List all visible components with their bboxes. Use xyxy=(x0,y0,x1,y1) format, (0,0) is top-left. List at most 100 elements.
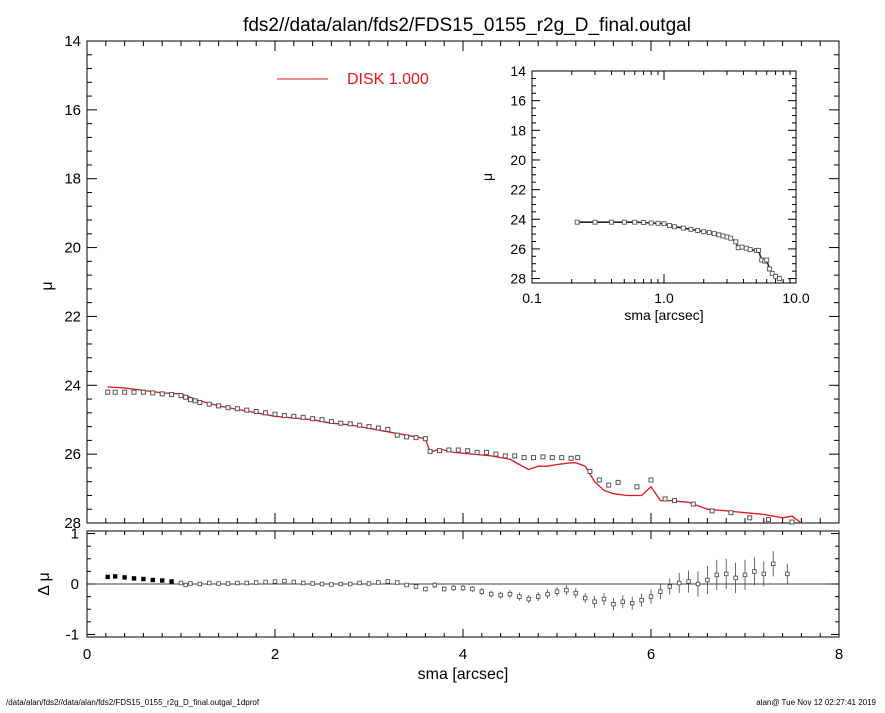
residual-point xyxy=(366,581,372,586)
inset-data-point xyxy=(695,228,701,233)
inset-x-tick-labels: 0.1 1.0 10.0 xyxy=(522,290,810,306)
data-point xyxy=(375,425,381,431)
legend-label: DISK 1.000 xyxy=(347,71,429,88)
plot-title: fds2//data/alan/fds2/FDS15_0155_r2g_D_fi… xyxy=(243,15,691,36)
residual-point xyxy=(761,571,766,577)
inset-data-point xyxy=(720,233,726,239)
data-point xyxy=(446,447,452,453)
y-tick-label: 28 xyxy=(64,515,81,532)
residual-point xyxy=(573,590,578,596)
residual-point xyxy=(272,579,278,584)
residual-point xyxy=(178,580,184,586)
residual-point xyxy=(150,577,155,583)
residual-point xyxy=(705,577,710,583)
residual-ticks xyxy=(86,531,840,637)
inset-y-tick-label: 26 xyxy=(510,241,526,257)
data-point xyxy=(281,413,287,419)
residual-point xyxy=(423,586,428,592)
inset-data-point xyxy=(592,219,598,225)
data-point xyxy=(648,477,654,483)
y-tick-label: 24 xyxy=(64,377,81,394)
inset-data-point xyxy=(769,270,775,276)
residual-point xyxy=(300,580,306,586)
data-point xyxy=(662,496,668,502)
inset-data-point xyxy=(672,224,677,230)
data-point xyxy=(192,398,198,404)
residual-point xyxy=(169,579,174,584)
data-point xyxy=(140,389,146,395)
data-point xyxy=(310,416,316,422)
residual-x-tick-labels: 0 2 4 6 8 xyxy=(83,646,843,663)
data-point xyxy=(568,455,574,461)
inset-data-point xyxy=(756,247,761,253)
residual-point xyxy=(601,596,607,602)
data-point xyxy=(234,406,240,412)
residual-point xyxy=(310,581,315,586)
residual-point xyxy=(724,571,729,577)
residual-point xyxy=(620,599,625,604)
residual-point xyxy=(554,589,560,594)
data-point xyxy=(300,414,306,420)
data-point xyxy=(131,389,137,395)
data-point xyxy=(206,401,212,407)
data-point xyxy=(455,447,461,453)
model-line xyxy=(107,386,802,524)
data-point xyxy=(540,454,546,460)
data-point xyxy=(319,417,325,423)
data-point xyxy=(502,453,508,459)
residual-point xyxy=(479,589,484,594)
residual-point xyxy=(329,582,334,587)
residual-point xyxy=(338,581,343,587)
data-point xyxy=(105,389,111,395)
legend: DISK 1.000 xyxy=(277,71,429,88)
inset-y-tick-labels: 14 16 18 20 22 24 26 28 xyxy=(510,63,526,287)
y-tick-label: 16 xyxy=(64,102,81,119)
inset-data-point xyxy=(706,230,712,236)
residual-point xyxy=(183,582,188,588)
y-tick-label: 20 xyxy=(64,240,81,257)
y-tick-label: 14 xyxy=(64,33,81,50)
residual-point xyxy=(742,572,748,578)
residual-point xyxy=(282,578,287,584)
residual-point xyxy=(611,602,616,607)
data-point xyxy=(197,400,203,405)
inset-data-point xyxy=(661,221,667,227)
inset-data-point xyxy=(701,229,707,235)
data-point xyxy=(385,426,391,432)
inset-y-tick-label: 24 xyxy=(510,211,526,227)
residual-point xyxy=(376,580,381,585)
residual-y-tick-labels: -1 0 1 xyxy=(66,526,79,644)
residual-series xyxy=(105,551,790,611)
inset-data-point xyxy=(680,225,686,231)
inset-x-axis-label: sma [arcsec] xyxy=(624,307,703,323)
data-point xyxy=(413,435,419,441)
residual-point xyxy=(488,591,494,597)
residual-point xyxy=(291,579,296,585)
data-point xyxy=(150,390,156,396)
residual-point xyxy=(658,589,663,594)
residual-point xyxy=(470,586,475,592)
residual-point xyxy=(507,591,513,597)
inset-x-tick-label: 10.0 xyxy=(782,290,809,306)
residual-point xyxy=(216,581,221,586)
residual-point xyxy=(583,595,588,601)
residual-point xyxy=(536,594,541,599)
residual-point xyxy=(394,580,400,585)
data-point xyxy=(766,517,771,523)
residual-point xyxy=(225,581,231,586)
inset-data-point xyxy=(641,220,647,225)
residual-point xyxy=(357,580,362,586)
data-point xyxy=(216,403,222,409)
inset-data-point xyxy=(667,223,672,228)
residual-point xyxy=(460,585,466,591)
residual-point xyxy=(122,575,127,580)
inset-y-tick-label: 18 xyxy=(510,122,526,138)
residual-point xyxy=(695,581,701,587)
residual-point xyxy=(498,592,503,598)
data-point xyxy=(634,484,640,490)
data-point xyxy=(596,477,602,483)
data-point xyxy=(615,479,621,485)
data-point xyxy=(178,393,184,399)
residual-point xyxy=(263,579,268,585)
